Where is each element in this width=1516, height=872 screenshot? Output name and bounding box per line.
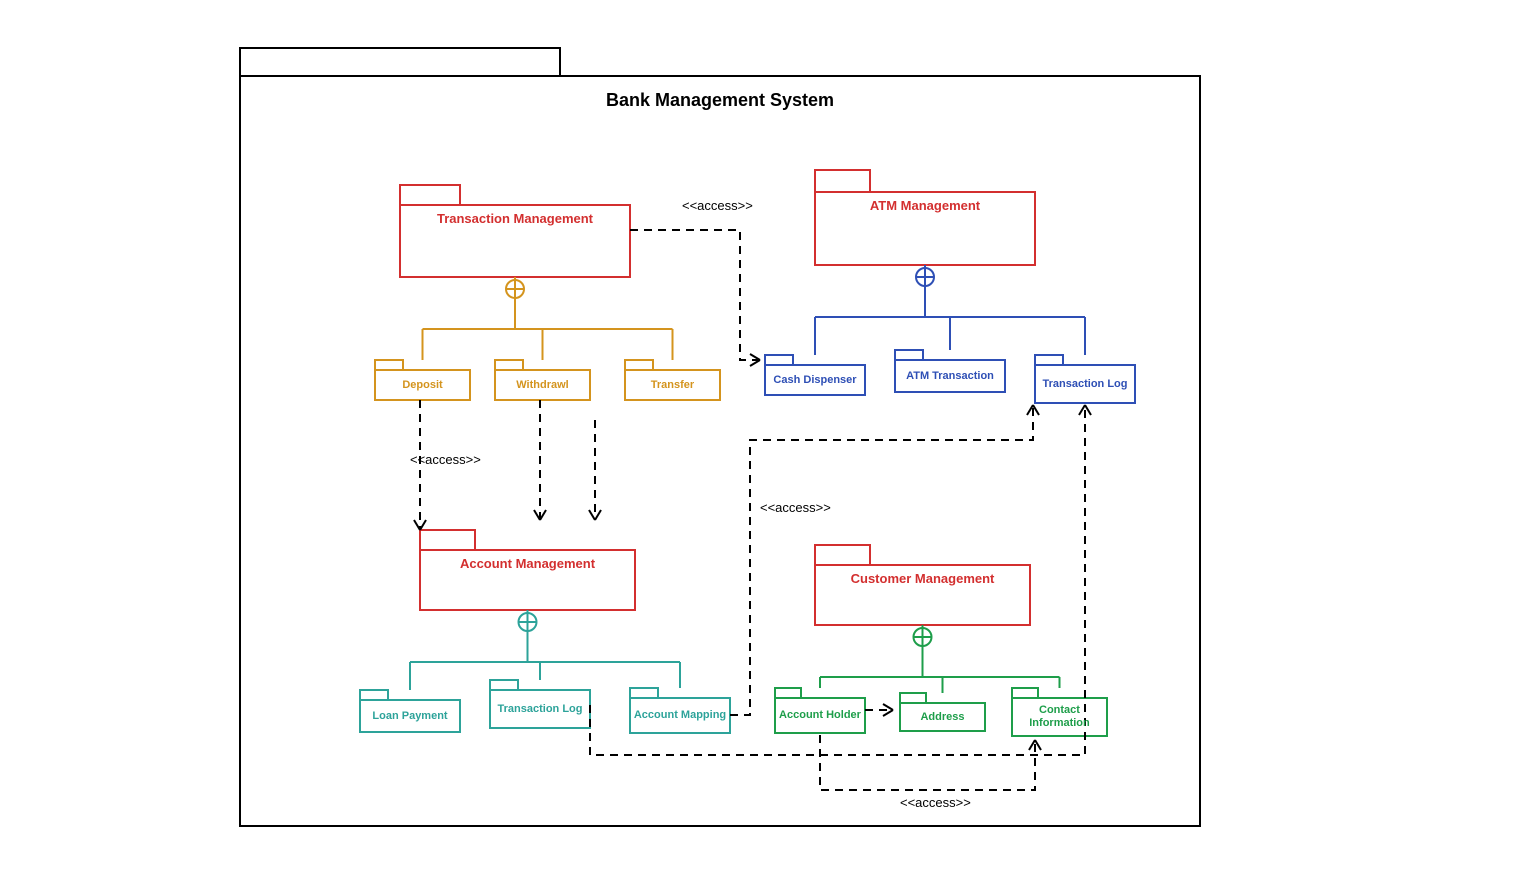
subpackage-account-2: Account Mapping <box>630 698 730 733</box>
subpackage-atm-2: Transaction Log <box>1035 365 1135 403</box>
subpackage-transaction-2: Transfer <box>625 370 720 400</box>
package-customer: Customer Management <box>815 571 1030 621</box>
svg-layer <box>0 0 1516 872</box>
subpackage-customer-2: Contact Information <box>1012 698 1107 736</box>
dependency-label-7: <<access>> <box>900 795 971 810</box>
subpackage-transaction-0: Deposit <box>375 370 470 400</box>
package-atm: ATM Management <box>815 198 1035 261</box>
dependency-label-5: <<access>> <box>760 500 831 515</box>
dependency-label-3: <<access>> <box>410 452 481 467</box>
subpackage-account-0: Loan Payment <box>360 700 460 732</box>
subpackage-account-1: Transaction Log <box>490 690 590 728</box>
diagram-title: Bank Management System <box>240 90 1200 111</box>
diagram-canvas: Bank Management System Transaction Manag… <box>0 0 1516 872</box>
subpackage-atm-0: Cash Dispenser <box>765 365 865 395</box>
package-account: Account Management <box>420 556 635 606</box>
subpackage-atm-1: ATM Transaction <box>895 360 1005 392</box>
subpackage-customer-1: Address <box>900 703 985 731</box>
subpackage-customer-0: Account Holder <box>775 698 865 733</box>
package-transaction: Transaction Management <box>400 211 630 273</box>
dependency-label-0: <<access>> <box>682 198 753 213</box>
subpackage-transaction-1: Withdrawl <box>495 370 590 400</box>
